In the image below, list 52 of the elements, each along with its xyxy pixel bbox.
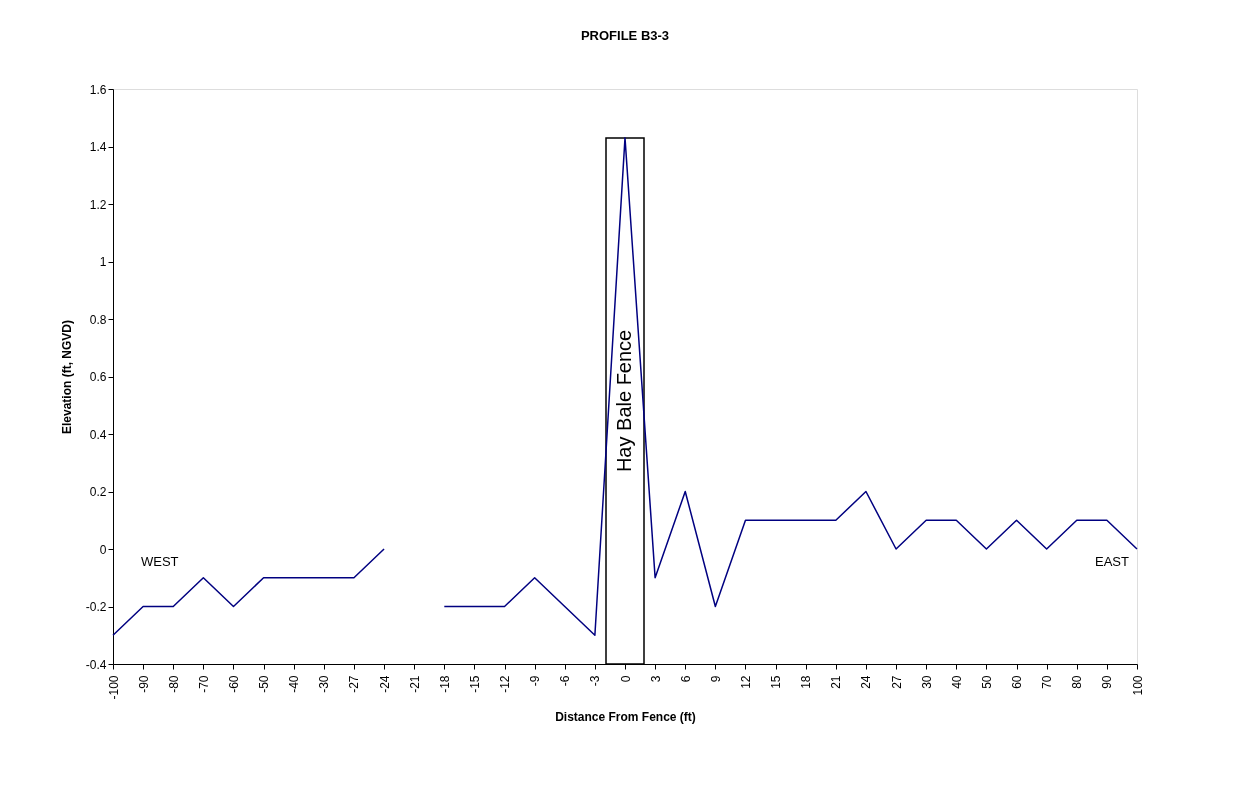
x-tick-label: 9 [708, 675, 723, 683]
x-tick-label: 6 [678, 675, 693, 683]
x-tick-label: 80 [1070, 675, 1085, 689]
x-tick-label: -30 [317, 675, 332, 693]
x-tick-label: -100 [106, 675, 121, 700]
annotation: WEST [141, 554, 179, 569]
y-axis-title: Elevation (ft, NGVD) [59, 319, 74, 435]
series-label: Hay Bale Fence [613, 329, 635, 473]
y-tick-label: 0.6 [89, 370, 107, 384]
y-tick-label: 0.4 [89, 427, 107, 442]
x-tick-label: -15 [467, 675, 482, 693]
x-tick-label: -3 [588, 675, 603, 687]
x-tick-label: 27 [889, 675, 904, 689]
x-tick-label: 24 [859, 675, 874, 689]
y-tick-label: 0.2 [89, 485, 107, 499]
x-tick-label: 21 [829, 675, 844, 689]
x-tick-label: -80 [166, 675, 181, 693]
y-tick-label: 0.8 [89, 312, 107, 327]
x-tick-label: -40 [287, 675, 302, 693]
x-tick-label: -50 [257, 675, 272, 693]
x-tick-label: -21 [407, 675, 422, 693]
y-tick-label: 1.2 [89, 197, 107, 212]
x-tick-label: 40 [949, 675, 964, 689]
x-tick-label: -12 [498, 675, 513, 693]
x-tick-label: 0 [618, 675, 633, 683]
x-tick-label: -9 [528, 675, 543, 687]
x-tick-label: 15 [769, 675, 784, 689]
y-tick-label: 0 [99, 542, 107, 557]
x-tick-label: -18 [437, 675, 452, 693]
x-tick-label: 60 [1010, 675, 1025, 689]
x-tick-label: -27 [347, 675, 362, 693]
x-tick-label: 30 [919, 675, 934, 689]
y-tick-label: 1.6 [89, 82, 107, 97]
x-tick-label: 90 [1100, 675, 1115, 689]
x-axis-title: Distance From Fence (ft) [555, 709, 696, 724]
x-tick-label: -24 [377, 675, 392, 693]
y-tick-label: 1.4 [89, 140, 107, 154]
x-tick-label: 100 [1130, 675, 1145, 696]
chart-title: PROFILE B3-3 [580, 28, 670, 43]
y-tick-label: -0.4 [85, 657, 107, 672]
x-tick-label: 3 [648, 675, 663, 683]
x-tick-label: -6 [558, 675, 573, 687]
x-tick-label: -60 [226, 675, 241, 693]
annotation: EAST [1095, 554, 1130, 569]
x-tick-label: 50 [979, 675, 994, 689]
x-tick-label: -70 [196, 675, 211, 693]
x-tick-label: 12 [738, 675, 753, 689]
y-tick-label: 1 [99, 255, 107, 269]
y-tick-label: -0.2 [85, 600, 107, 614]
x-tick-label: -90 [136, 675, 151, 693]
x-tick-label: 18 [799, 675, 814, 689]
x-tick-label: 70 [1040, 675, 1055, 689]
